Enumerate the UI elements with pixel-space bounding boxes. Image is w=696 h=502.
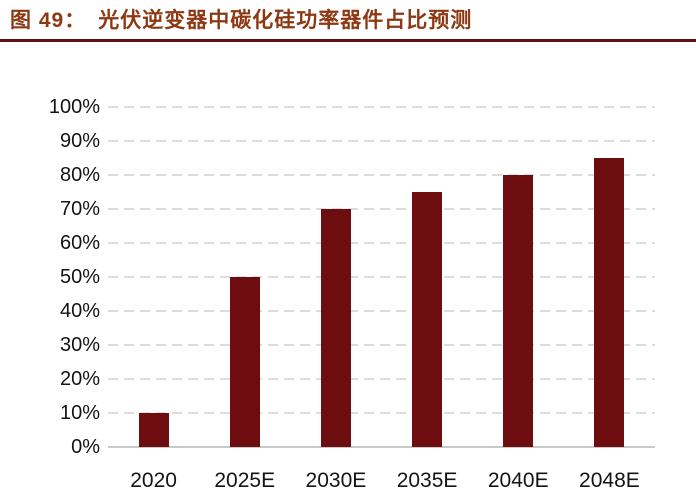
sic-share-bar-chart: 0% 10% 20% 30% 40% 50% 60% 70% 80% 90% 100% 2020 20…: [0, 44, 696, 502]
x-axis-baseline: [108, 446, 655, 448]
y-axis-tick-label: 70%: [59, 198, 100, 220]
x-axis-label-2048E: 2048E: [579, 469, 640, 492]
gridline-40: [108, 310, 655, 312]
title-underline-rule: [0, 39, 696, 42]
gridline-20: [108, 378, 655, 380]
gridline-30: [108, 344, 655, 346]
figure-title: 光伏逆变器中碳化硅功率器件占比预测: [98, 9, 473, 32]
gridline-80: [108, 174, 655, 176]
bar-2025E: [229, 277, 260, 447]
gridline-100: [108, 106, 655, 108]
x-axis-label-2040E: 2040E: [487, 469, 549, 492]
y-axis-tick-label: 80%: [59, 164, 100, 186]
y-axis-tick-label: 50%: [59, 266, 100, 288]
bar-2020: [138, 413, 169, 447]
y-axis-tick-label: 10%: [59, 402, 100, 424]
y-axis-tick-label: 0%: [71, 436, 100, 458]
x-axis-label-2030E: 2030E: [305, 469, 367, 492]
gridline-60: [108, 242, 655, 244]
y-axis-tick-label: 90%: [59, 130, 100, 152]
x-axis-label-2035E: 2035E: [396, 469, 458, 492]
gridline-50: [108, 276, 655, 278]
gridline-90: [108, 140, 655, 142]
bar-2035E: [412, 192, 443, 447]
figure-header: 图 49： 光伏逆变器中碳化硅功率器件占比预测: [10, 6, 472, 36]
x-axis-label-2025E: 2025E: [214, 469, 276, 492]
y-axis-tick-label: 20%: [59, 368, 100, 390]
gridline-10: [108, 412, 655, 414]
y-axis-tick-label: 40%: [59, 300, 100, 322]
y-axis-tick-label: 100%: [48, 96, 100, 118]
x-axis-label-2020: 2020: [130, 469, 177, 492]
y-axis-tick-label: 30%: [59, 334, 100, 356]
gridline-70: [108, 208, 655, 210]
bar-2048E: [594, 158, 625, 447]
bar-2040E: [503, 175, 534, 447]
bar-2030E: [320, 209, 351, 447]
figure-number-label: 图 49：: [10, 9, 87, 32]
y-axis-tick-label: 60%: [59, 232, 100, 254]
